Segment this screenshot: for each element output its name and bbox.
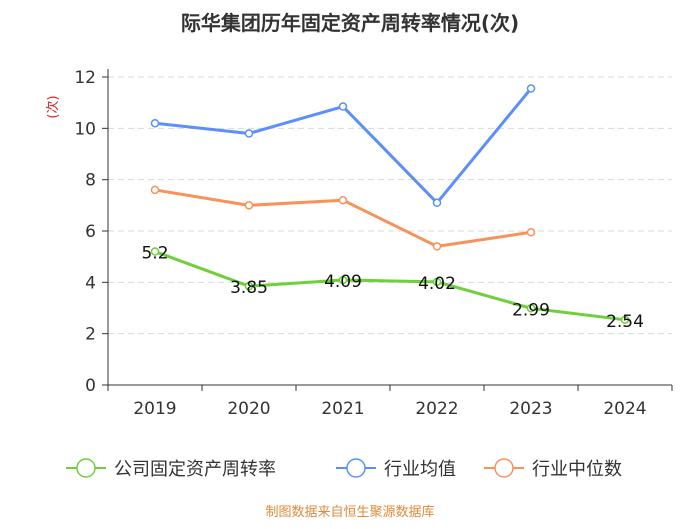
legend[interactable]: 公司固定资产周转率 行业均值 行业中位数 bbox=[66, 458, 622, 480]
data-point-s0-2019 bbox=[150, 247, 160, 256]
data-point-s2-2019 bbox=[150, 185, 160, 195]
series-lines bbox=[150, 84, 630, 325]
legend-label-2: 行业中位数 bbox=[532, 459, 622, 480]
x-tick-label-2023: 2023 bbox=[509, 399, 552, 419]
data-point-s2-2021 bbox=[338, 195, 348, 205]
legend-marker-2 bbox=[494, 458, 514, 478]
x-tick-label-2021: 2021 bbox=[321, 399, 364, 419]
data-point-s2-2020 bbox=[244, 201, 254, 210]
x-tick-label-2024: 2024 bbox=[603, 399, 646, 419]
y-tick-label-12: 12 bbox=[74, 68, 96, 88]
data-point-s0-2023 bbox=[526, 304, 536, 313]
data-point-s1-2019 bbox=[150, 118, 160, 128]
y-tick-label-2: 2 bbox=[85, 325, 96, 345]
data-point-s0-2022 bbox=[432, 277, 442, 287]
legend-marker-0 bbox=[76, 458, 96, 478]
axes: 0 2 4 6 8 10 12 2019 2020 2021 2022 2023 2024 bbox=[74, 68, 673, 419]
y-axis-label: (次) bbox=[45, 95, 61, 118]
y-tick-label-6: 6 bbox=[85, 222, 96, 242]
data-point-s0-2020 bbox=[244, 281, 254, 291]
data-label-2021: 4.09 bbox=[324, 272, 362, 292]
y-tick-label-0: 0 bbox=[85, 376, 96, 396]
y-tick-label-10: 10 bbox=[74, 119, 96, 139]
legend-marker-1 bbox=[346, 458, 366, 478]
data-point-s2-2023 bbox=[526, 228, 536, 237]
grid-lines bbox=[108, 76, 672, 335]
data-label-2019: 5.2 bbox=[141, 244, 168, 264]
x-tick-label-2022: 2022 bbox=[415, 399, 458, 419]
data-label-2023: 2.99 bbox=[512, 300, 550, 320]
data-point-s1-2021 bbox=[338, 102, 348, 111]
data-point-s2-2022 bbox=[432, 242, 442, 251]
series-line-0 bbox=[154, 250, 626, 322]
data-point-s0-2024 bbox=[620, 315, 630, 325]
data-label-2020: 3.85 bbox=[230, 278, 268, 298]
legend-item-1[interactable]: 行业均值 bbox=[336, 458, 456, 480]
source-note: 制图数据来自恒生聚源数据库 bbox=[265, 504, 434, 520]
legend-item-2[interactable]: 行业中位数 bbox=[484, 458, 622, 480]
legend-label-0: 公司固定资产周转率 bbox=[114, 459, 276, 480]
data-point-s1-2022 bbox=[432, 198, 442, 208]
y-tick-label-8: 8 bbox=[85, 171, 96, 191]
x-tick-label-2020: 2020 bbox=[227, 399, 270, 419]
legend-item-0[interactable]: 公司固定资产周转率 bbox=[66, 458, 276, 480]
legend-label-1: 行业均值 bbox=[384, 459, 456, 480]
data-point-s1-2020 bbox=[244, 129, 254, 138]
data-labels: 5.2 3.85 4.09 4.02 2.99 2.54 bbox=[141, 244, 643, 332]
data-point-s1-2023 bbox=[526, 84, 536, 93]
x-tick-label-2019: 2019 bbox=[133, 399, 176, 419]
data-label-2022: 4.02 bbox=[418, 274, 456, 294]
data-label-2024: 2.54 bbox=[606, 312, 644, 332]
chart-title: 际华集团历年固定资产周转率情况(次) bbox=[181, 11, 519, 35]
y-tick-label-4: 4 bbox=[85, 273, 96, 293]
data-point-s0-2021 bbox=[338, 275, 348, 285]
